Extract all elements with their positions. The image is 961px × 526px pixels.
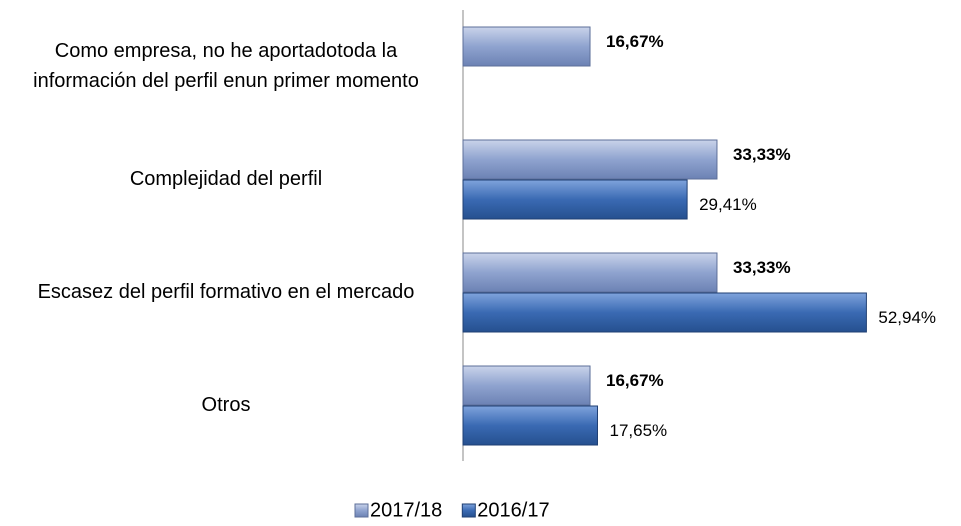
bar bbox=[462, 26, 591, 67]
legend-swatch bbox=[461, 503, 476, 518]
bar bbox=[462, 179, 688, 220]
value-label: 33,33% bbox=[733, 145, 791, 164]
legend-label: 2017/18 bbox=[370, 499, 442, 521]
value-label: 16,67% bbox=[606, 32, 664, 51]
category-label: Como empresa, no he aportadotoda la info… bbox=[33, 40, 419, 92]
bar bbox=[462, 365, 591, 406]
value-label: 29,41% bbox=[699, 195, 757, 214]
bar bbox=[462, 405, 598, 446]
value-label: 52,94% bbox=[878, 308, 936, 327]
value-label: 16,67% bbox=[606, 371, 664, 390]
bar bbox=[462, 292, 867, 333]
legend-label: 2016/17 bbox=[477, 499, 549, 521]
category-label: Escasez del perfil formativo en el merca… bbox=[37, 281, 415, 303]
value-label: 33,33% bbox=[733, 258, 791, 277]
bar bbox=[462, 139, 718, 180]
category-label: Complejidad del perfil bbox=[129, 168, 323, 190]
value-label: 17,65% bbox=[609, 421, 667, 440]
category-label: Otros bbox=[201, 394, 251, 416]
bar bbox=[462, 252, 718, 293]
legend-swatch bbox=[354, 503, 369, 518]
